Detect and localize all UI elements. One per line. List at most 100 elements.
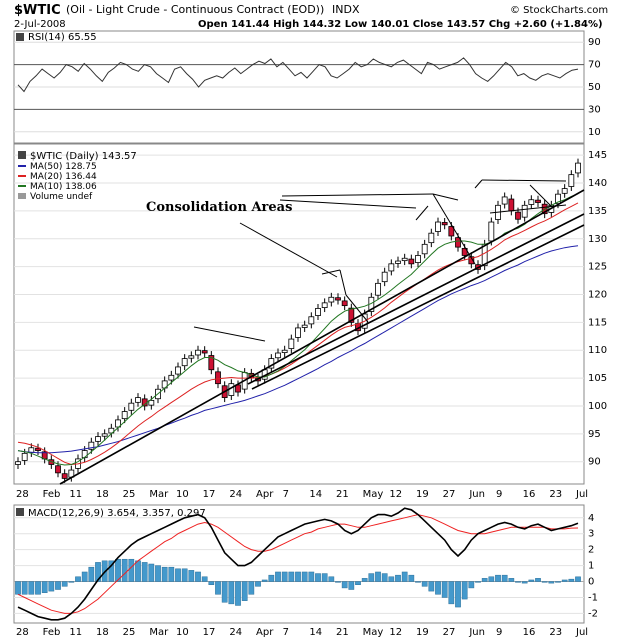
macd-histogram-bar [95,562,101,582]
macd-histogram-bar [15,581,21,595]
macd-histogram-bar [315,573,321,582]
candle [128,402,135,411]
x-tick-label: 7 [283,627,289,638]
x-tick-label: 16 [523,627,536,638]
x-tick-label: Jul [575,489,588,500]
candle [195,349,201,356]
candle [295,327,301,338]
macd-line [17,507,579,621]
x-tick-label: 28 [16,627,29,638]
chart-description: (Oil - Light Crude - Continuous Contract… [66,3,324,16]
rsi-legend: RSI(14) 65.55 [28,32,97,43]
candle [448,226,455,237]
candle [461,247,468,256]
macd-histogram-bar [361,578,368,582]
macd-histogram-bar [215,581,221,595]
candle [468,256,475,265]
candle [181,358,188,367]
macd-histogram-bar [475,581,481,583]
x-tick-label: 27 [443,489,456,500]
candle [401,257,408,262]
candle [35,447,41,451]
price-panel: 90 95 100 105 110 115 120 125 130 135 140 145 [13,143,607,485]
x-tick-label: 19 [416,489,429,500]
candle [428,232,435,244]
x-tick-label: 21 [336,627,349,638]
macd-histogram-bar [28,581,35,595]
macd-histogram-bar [188,570,195,582]
macd-histogram-bar [255,581,261,587]
candle [301,324,308,328]
x-tick-label: 17 [203,489,216,500]
candle [61,473,68,479]
candle [528,199,535,205]
macd-histogram-bar [221,581,228,603]
candle [341,300,348,307]
macd-x-axis: 28 Feb 11 18 25 Mar 10 17 24 Apr 7 14 21 May 12 19 27 Jun… [16,627,588,638]
candle [288,338,295,349]
price-tick-label: 120 [588,289,607,300]
macd-histogram-bar [375,571,381,582]
candle [568,174,575,187]
x-tick-label: Feb [43,627,61,638]
macd-histogram-bar [328,576,335,582]
candle [188,355,195,359]
candle [275,352,281,359]
candle [95,436,101,442]
macd-histogram-bar [141,562,148,582]
consolidation-label: Consolidation Areas [146,200,292,215]
candle [281,349,288,353]
candle [321,302,328,308]
macd-histogram-bar [68,581,75,583]
price-tick-label: 145 [588,150,607,161]
macd-histogram-bar [528,579,535,582]
price-tick-label: 110 [588,345,607,356]
candle [315,308,321,316]
rsi-tick-label: 90 [588,37,601,48]
macd-histogram-bar [268,574,275,582]
macd-histogram-bar [181,568,188,582]
candle [108,427,115,434]
x-tick-label: 9 [496,489,502,500]
x-tick-label: 10 [176,489,189,500]
x-tick-label: 24 [229,489,242,500]
candle [421,243,428,255]
macd-histogram-bar [108,560,115,582]
x-tick-label: 16 [523,489,536,500]
x-tick-label: 11 [69,627,82,638]
x-tick-label: 9 [496,627,502,638]
macd-histogram-bar [281,571,288,582]
candle [508,198,515,212]
macd-histogram-bar [75,576,81,582]
legend-ma10: MA(10) 138.06 [30,182,97,192]
macd-histogram-bar [501,574,508,582]
rsi-line [17,57,579,93]
candle [15,461,21,465]
consolidation-markings [193,179,567,342]
x-tick-label: 25 [123,489,136,500]
x-tick-label: 7 [283,489,289,500]
candle [308,316,315,325]
macd-histogram-bar [488,576,495,582]
rsi-tick-label: 30 [588,104,601,115]
price-tick-label: 135 [588,206,607,217]
x-tick-label: 14 [309,489,322,500]
ohlc-readout: Open 141.44 High 144.32 Low 140.01 Close… [198,19,603,30]
candle [335,297,341,301]
macd-histogram-bar [415,581,421,583]
macd-histogram-bar [321,573,328,582]
candle [208,355,215,371]
candle [521,204,528,218]
macd-legend-swatch [16,508,24,516]
macd-histogram-bar [455,581,461,608]
macd-histogram-bar [148,563,155,582]
x-tick-label: 14 [309,627,322,638]
x-tick-label: 11 [69,489,82,500]
candle [441,222,448,226]
chart-symbol: $WTIC [14,3,61,18]
candle [135,397,141,403]
macd-histogram-bar [121,558,128,582]
x-tick-label: Jun [468,489,485,500]
macd-tick-label: -1 [588,592,598,603]
chart-date: 2-Jul-2008 [14,19,66,30]
